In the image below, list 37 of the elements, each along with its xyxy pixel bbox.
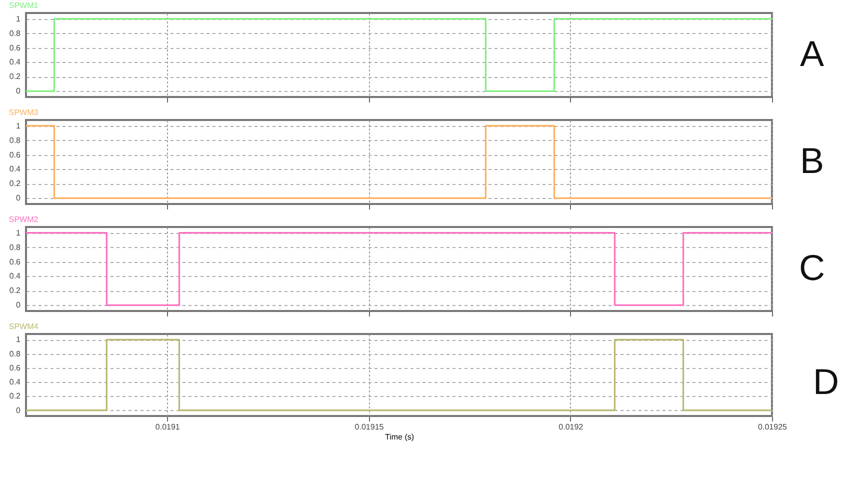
y-tick-label: 0.8	[9, 136, 22, 145]
x-axis-title: Time (s)	[384, 432, 414, 442]
y-tick-label: 0.6	[9, 363, 22, 372]
x-tick-label: 0.01915	[354, 422, 384, 432]
text: SPWM1	[8, 1, 39, 10]
y-tick-label: 0.2	[9, 72, 22, 82]
y-tick-label: 0.8	[9, 28, 22, 38]
text: A	[798, 32, 825, 74]
series-label: SPWM2	[8, 215, 39, 224]
text: D	[812, 361, 840, 403]
y-tick-label: 0.4	[9, 164, 22, 174]
y-tick-label: 0	[16, 86, 22, 96]
y-tick-label: 0.4	[9, 58, 22, 67]
series-label: SPWM3	[8, 108, 39, 117]
y-tick-label: 0.6	[9, 257, 22, 266]
y-tick-label: 0.6	[9, 150, 22, 160]
y-tick-label: 0.2	[9, 179, 22, 188]
y-tick-label: 0.2	[9, 286, 22, 296]
y-tick-label: 0.8	[9, 349, 22, 358]
y-tick-label: 1	[16, 121, 22, 130]
x-tick-label: 0.01925	[758, 422, 788, 432]
y-tick-label: 0.4	[9, 272, 22, 281]
y-tick-label: 0.4	[9, 378, 22, 387]
x-tick-label: 0.0191	[155, 422, 180, 432]
y-tick-label: 0.2	[9, 392, 22, 401]
y-tick-label: 1	[16, 335, 22, 344]
y-tick-label: 0	[16, 406, 22, 415]
y-tick-label: 0.8	[9, 242, 22, 252]
y-tick-label: 0	[16, 194, 22, 203]
y-tick-label: 0	[16, 300, 22, 310]
text: C	[798, 246, 826, 288]
y-tick-label: 0.6	[9, 43, 22, 52]
x-tick-label: 0.0192	[558, 422, 584, 432]
text: SPWM4	[8, 322, 39, 331]
text: B	[798, 140, 825, 182]
y-tick-label: 1	[16, 14, 22, 24]
y-tick-label: 1	[16, 228, 22, 238]
